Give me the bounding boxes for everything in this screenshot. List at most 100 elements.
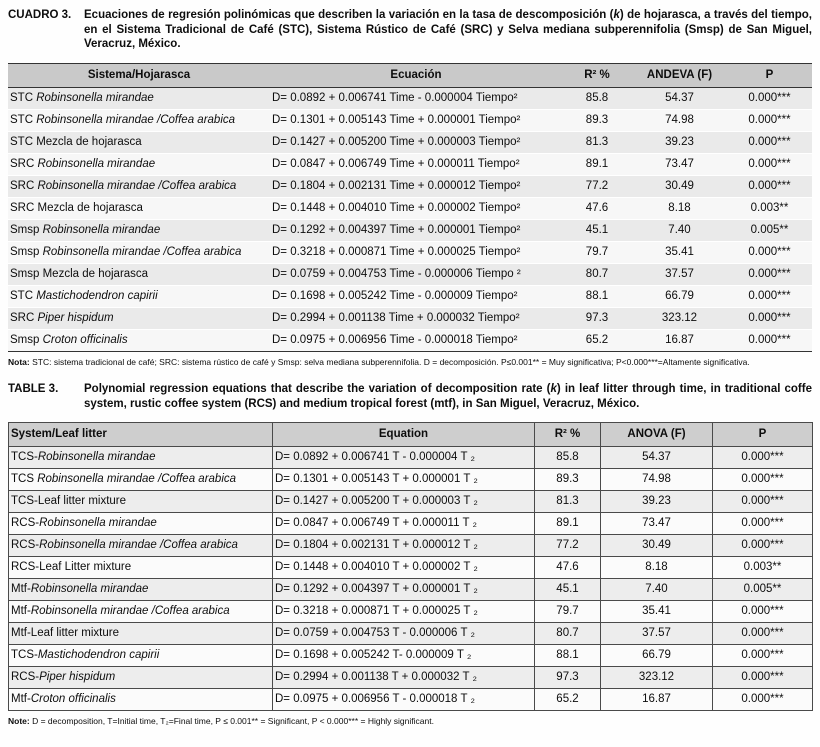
f-cell: 54.37 [600,446,713,470]
p-cell: 0.000*** [712,446,813,470]
r2-cell: 77.2 [585,179,609,192]
system-prefix: STC [10,289,37,302]
equation-cell: D= 0.0847 + 0.006749 T + 0.000011 T ₂ [272,512,535,536]
species-name: Robinsonella mirandae /Coffea arabica [37,179,237,192]
litter-cell: STC Mezcla de hojarasca [8,131,270,153]
caption-text-segment: Ecuaciones de regresión polinómicas que … [84,9,614,21]
system-prefix: SRC [10,311,38,324]
p-cell: 0.000*** [712,622,813,646]
table-row: RCS-Robinsonella mirandae /Coffea arabic… [8,534,813,558]
system-prefix: TCS- [11,451,38,464]
col-header-sistema-hojarasca: Sistema/Hojarasca [8,63,270,88]
table-row: TCS Robinsonella mirandae /Coffea arabic… [8,468,813,492]
species-name: Mezcla de hojarasca [36,135,142,148]
equation-cell: D= 0.1301 + 0.005143 Time + 0.000001 Tie… [272,113,521,126]
cuadro-table-body: STC Robinsonella mirandae D= 0.0892 + 0.… [8,87,812,352]
r2-cell: 81.3 [534,490,601,514]
f-cell: 37.57 [665,267,694,280]
col-header-p: P [727,63,812,88]
equation-cell: D= 0.1804 + 0.002131 T + 0.000012 T ₂ [272,534,535,558]
species-name: Mastichodendron capirii [36,289,158,302]
equation-cell: D= 0.1292 + 0.004397 Time + 0.000001 Tie… [272,223,521,236]
equation-cell: D= 0.1301 + 0.005143 T + 0.000001 T ₂ [272,468,535,492]
f-cell: 73.47 [600,512,713,536]
table-row: TCS-Mastichodendron capirii D= 0.1698 + … [8,644,813,668]
r2-cell: 88.1 [534,644,601,668]
f-cell: 66.79 [600,644,713,668]
species-name: Piper hispidum [39,671,116,684]
system-prefix: Smsp [10,333,43,346]
equation-cell: D= 0.0892 + 0.006741 T - 0.000004 T ₂ [272,446,535,470]
r2-cell: 80.7 [585,267,609,280]
table-row: STC Robinsonella mirandae D= 0.0892 + 0.… [8,87,812,110]
equation-cell: D= 0.0975 + 0.006956 Time - 0.000018 Tie… [272,333,518,346]
table-row: STC Robinsonella mirandae /Coffea arabic… [8,109,812,132]
litter-cell: STC Mastichodendron capirii [8,285,270,307]
p-cell: 0.000*** [748,245,791,258]
system-prefix: TCS-Leaf litter mixture [11,495,127,508]
species-name: Robinsonella mirandae /Coffea arabica [42,245,242,258]
litter-cell: Smsp Mezcla de hojarasca [8,263,270,285]
system-prefix: Smsp [10,267,43,280]
species-name: Mezcla de hojarasca [42,267,149,280]
caption-k-italic: k [550,383,557,396]
system-prefix: Mtf-Leaf litter mixture [11,627,119,640]
equation-cell: D= 0.3218 + 0.000871 Time + 0.000025 Tie… [272,245,521,258]
header-row: Sistema/Hojarasca Ecuación R² % ANDEVA (… [8,63,812,88]
r2-cell: 81.3 [585,135,609,148]
r2-cell: 97.3 [585,311,609,324]
litter-cell: Mtf-Robinsonella mirandae [8,578,273,602]
litter-cell: Mtf-Croton officinalis [8,688,273,712]
p-cell: 0.005** [712,578,813,602]
table-row: Smsp Robinsonella mirandae /Coffea arabi… [8,241,812,264]
species-name: Croton officinalis [30,693,116,706]
litter-cell: SRC Robinsonella mirandae [8,153,270,175]
cuadro-caption: CUADRO 3. Ecuaciones de regresión polinó… [8,8,812,52]
f-cell: 323.12 [661,311,698,324]
r2-cell: 89.1 [534,512,601,536]
litter-cell: Smsp Croton officinalis [8,329,270,351]
litter-cell: RCS-Piper hispidum [8,666,273,690]
p-cell: 0.000*** [712,666,813,690]
species-name: Mastichodendron capirii [37,649,160,662]
cuadro-caption-text: Ecuaciones de regresión polinómicas que … [84,8,812,52]
p-cell: 0.005** [750,223,789,236]
system-prefix: STC [10,91,37,104]
system-prefix: Smsp [10,245,43,258]
p-cell: 0.003** [712,556,813,580]
col-header-r2: R² % [534,422,601,448]
p-cell: 0.003** [750,201,789,214]
litter-cell: STC Robinsonella mirandae [8,87,270,109]
system-prefix: RCS-Leaf Litter mixture [11,561,132,574]
species-name: Robinsonella mirandae /Coffea arabica [30,605,230,618]
table-caption-text: Polynomial regression equations that des… [84,382,812,411]
system-prefix: STC [10,113,37,126]
caption-text-segment: Polynomial regression equations that des… [84,383,551,396]
p-cell: 0.000*** [748,311,791,324]
table-row: Mtf-Robinsonella mirandae /Coffea arabic… [8,600,813,624]
f-cell: 16.87 [600,688,713,712]
equation-cell: D= 0.0759 + 0.004753 Time - 0.000006 Tie… [272,267,521,280]
species-name: Robinsonella mirandae [37,451,156,464]
table-row: Smsp Croton officinalis D= 0.0975 + 0.00… [8,329,812,352]
p-cell: 0.000*** [712,512,813,536]
p-cell: 0.000*** [712,468,813,492]
r2-cell: 89.1 [585,157,609,170]
table-row: RCS-Piper hispidum D= 0.2994 + 0.001138 … [8,666,813,690]
litter-cell: TCS-Leaf litter mixture [8,490,273,514]
f-cell: 74.98 [665,113,694,126]
species-name: Robinsonella mirandae /Coffea arabica [36,113,236,126]
r2-cell: 79.7 [585,245,609,258]
equation-cell: D= 0.0847 + 0.006749 Time + 0.000011 Tie… [272,157,520,170]
col-header-p: P [712,422,813,448]
footnote-label: Note: [8,716,30,727]
f-cell: 30.49 [665,179,694,192]
footnote-text: STC: sistema tradicional de café; SRC: s… [29,356,750,367]
litter-cell: TCS-Robinsonella mirandae [8,446,273,470]
system-prefix: SRC [10,179,38,192]
system-prefix: Mtf- [11,583,31,596]
system-prefix: Mtf- [11,693,31,706]
r2-cell: 45.1 [585,223,609,236]
table-row: SRC Robinsonella mirandae D= 0.0847 + 0.… [8,153,812,176]
species-name: Robinsonella mirandae [36,91,154,104]
